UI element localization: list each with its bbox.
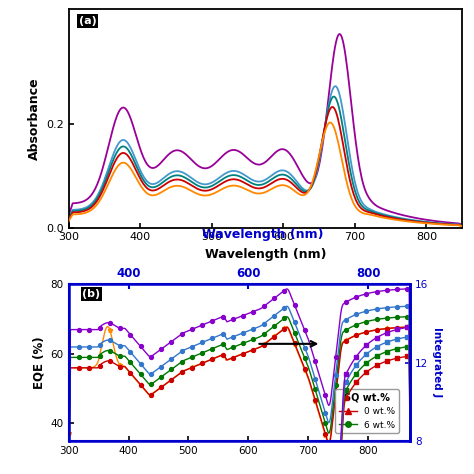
Text: Wavelength (nm): Wavelength (nm): [202, 228, 324, 241]
Y-axis label: Integrated J: Integrated J: [432, 328, 442, 398]
Text: (b): (b): [82, 289, 100, 299]
Legend: 0 wt.%, 6 wt.%: 0 wt.%, 6 wt.%: [335, 389, 399, 433]
Text: (a): (a): [79, 16, 96, 26]
X-axis label: Wavelength (nm): Wavelength (nm): [205, 248, 326, 261]
Y-axis label: EQE (%): EQE (%): [32, 336, 45, 389]
Y-axis label: Absorbance: Absorbance: [27, 77, 41, 160]
